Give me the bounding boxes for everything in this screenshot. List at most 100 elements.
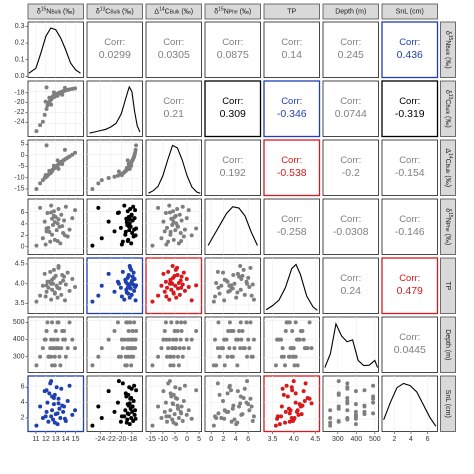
correlation-panel [322,21,379,78]
scatter-point [247,408,252,413]
scatter-point [279,337,284,342]
scatter-point [279,404,284,409]
scatter-point [52,354,57,359]
scatter-point [49,210,54,215]
scatter-point [180,419,185,424]
scatter-point [38,205,43,210]
scatter-point [167,281,172,286]
strip-label-part: C [105,8,110,15]
scatter-point [73,408,78,413]
scatter-point [177,386,182,391]
scatter-point [55,337,60,342]
scatter-point [123,391,128,396]
scatter-point [194,226,199,231]
scatter-point [171,354,176,359]
row-strip-label: Δ14CBulk (‰) [444,148,453,187]
scatter-point [65,399,70,404]
scatter-point [112,409,117,414]
scatter-point [45,320,50,325]
scatter-point [73,284,78,289]
scatter-panel [263,316,320,373]
scatter-point [57,406,62,411]
scatter-point [230,354,235,359]
x-tick-label: -5 [172,436,178,443]
scatter-point [241,346,246,351]
scatter-point [280,386,285,391]
scatter-point [52,392,57,397]
scatter-point [182,288,187,293]
correlation-value: 0.436 [397,49,423,61]
scatter-point [248,320,253,325]
scatter-point [213,337,218,342]
y-tick-label: 2 [21,232,25,239]
correlation-value: -0.319 [395,108,425,120]
scatter-point [90,363,95,368]
y-tick-label: 6 [21,384,25,391]
column-strip [204,3,261,20]
correlation-panel [86,21,143,78]
scatter-point [179,411,184,416]
scatter-point [150,299,155,304]
column-strip [27,3,84,20]
scatter-point [235,363,240,368]
scatter-panel [86,139,143,196]
strip-label-part: (‰) [179,8,193,15]
scatter-point [305,346,310,351]
scatter-point [60,329,65,334]
x-tick-label: 4.5 [310,436,320,443]
strip-label-part: Phe [229,10,238,16]
scatter-point [127,346,132,351]
scatter-panel [145,198,202,255]
column-strip [86,3,143,20]
scatter-point [211,423,216,428]
strip-label-part: 13 [447,94,453,100]
scatter-point [167,337,172,342]
scatter-point [241,395,246,400]
strip-label-part: 15 [447,35,453,41]
scatter-point [189,233,194,238]
strip-label-part: (‰) [238,8,252,15]
scatter-point [216,285,221,290]
scatter-point [215,269,220,274]
strip-label-part: 14 [159,7,165,13]
strip-label-part: 13 [100,7,106,13]
scatter-point [134,388,139,393]
scatter-point [58,241,63,246]
strip-label-part: δ [37,8,41,15]
scatter-point [302,399,307,404]
correlation-label: Corr: [399,96,420,107]
scatter-point [73,150,78,155]
scatter-point [61,409,66,414]
scatter-point [305,395,310,400]
y-tick-label: 5 [21,141,25,148]
scatter-point [211,299,216,304]
scatter-point [125,285,130,290]
scatter-point [173,228,178,233]
scatter-point [129,363,134,368]
scatter-point [43,242,48,247]
scatter-point [184,337,189,342]
scatter-point [275,337,280,342]
scatter-point [99,178,104,183]
scatter-point [300,403,305,408]
scatter-point [371,383,376,388]
scatter-point [123,279,128,284]
scatter-point [70,412,75,417]
scatter-point [115,400,120,405]
scatter-point [247,346,252,351]
scatter-point [38,293,43,298]
column-strip [263,3,320,20]
scatter-point [345,401,350,406]
scatter-point [362,388,367,393]
scatter-point [287,320,292,325]
scatter-point [238,263,243,268]
scatter-point [50,408,55,413]
scatter-point [166,346,171,351]
scatter-point [292,415,297,420]
y-tick-label: 0.2 [15,40,25,47]
strip-label-part: Bulk [110,10,120,16]
scatter-point [227,320,232,325]
scatter-point [44,226,49,231]
scatter-point [186,208,191,213]
density-curve [383,382,437,427]
